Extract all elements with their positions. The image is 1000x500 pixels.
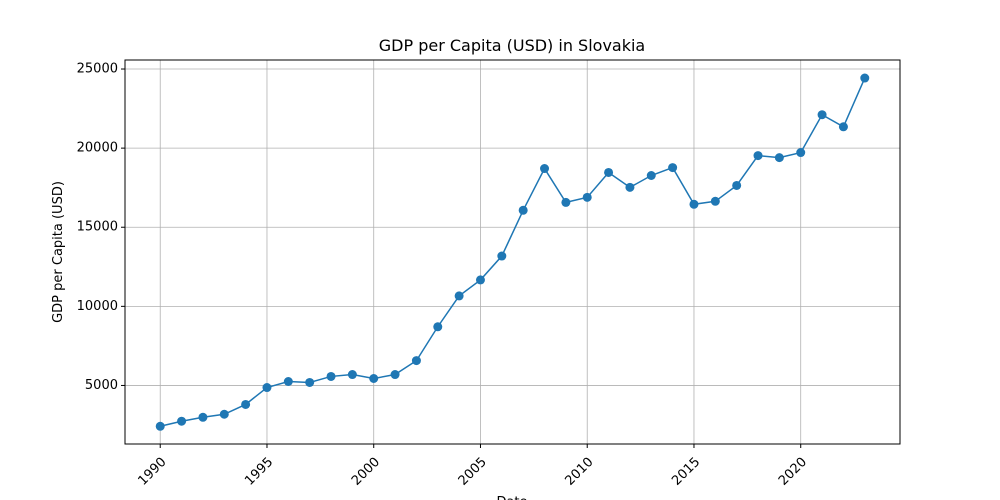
y-axis-label: GDP per Capita (USD)	[51, 181, 66, 323]
data-point	[198, 412, 208, 422]
data-point	[518, 205, 528, 215]
data-point	[561, 197, 571, 207]
data-point	[262, 383, 272, 393]
chart-title: GDP per Capita (USD) in Slovakia	[379, 36, 645, 55]
data-point	[454, 291, 464, 301]
data-point	[625, 182, 635, 192]
data-point	[604, 167, 614, 177]
x-tick-label: 2020	[776, 455, 810, 489]
data-point	[860, 73, 870, 83]
y-tick-label: 15000	[77, 220, 118, 235]
data-point	[732, 180, 742, 190]
x-tick-label: 2015	[669, 455, 703, 489]
y-tick-label: 5000	[85, 378, 118, 393]
data-point	[369, 373, 379, 383]
data-point	[241, 399, 251, 409]
data-point	[155, 421, 165, 431]
x-axis-label: Date	[496, 495, 527, 500]
plot-frame	[124, 59, 901, 445]
data-point	[283, 377, 293, 387]
data-point	[411, 356, 421, 366]
data-point	[177, 416, 187, 426]
data-line	[160, 77, 866, 428]
x-tick-label: 1995	[242, 455, 276, 489]
data-point	[347, 370, 357, 380]
data-point	[433, 322, 443, 332]
data-point	[582, 192, 592, 202]
data-point	[305, 377, 315, 387]
data-point	[753, 151, 763, 161]
data-point	[796, 148, 806, 158]
y-tick-label: 20000	[77, 141, 118, 156]
y-tick-label: 25000	[77, 62, 118, 77]
data-point	[817, 110, 827, 120]
y-tick-label: 10000	[77, 299, 118, 314]
data-point	[219, 409, 229, 419]
data-point	[326, 371, 336, 381]
x-tick-label: 2010	[563, 455, 597, 489]
x-tick-label: 1990	[136, 455, 170, 489]
data-point	[668, 163, 678, 173]
x-tick-label: 2005	[456, 455, 490, 489]
data-point	[646, 171, 656, 181]
data-point	[774, 153, 784, 163]
data-point	[475, 275, 485, 285]
data-point	[838, 122, 848, 132]
data-point	[390, 370, 400, 380]
data-point	[710, 196, 720, 206]
data-point	[497, 251, 507, 261]
data-point	[689, 199, 699, 209]
data-point	[540, 164, 550, 174]
x-tick-label: 2000	[349, 455, 383, 489]
